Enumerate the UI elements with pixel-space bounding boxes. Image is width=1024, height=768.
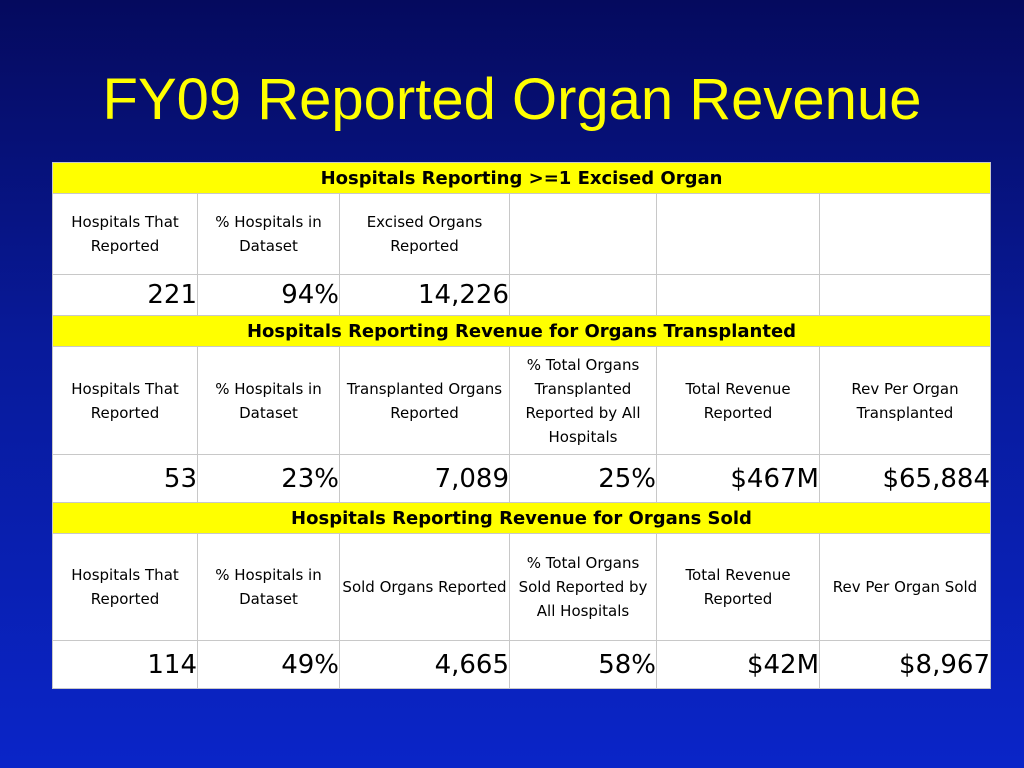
value-cell: 14,226 <box>339 274 510 316</box>
section-header: Hospitals Reporting Revenue for Organs S… <box>52 502 991 534</box>
column-header: Sold Organs Reported <box>339 533 510 641</box>
column-header: Total Revenue Reported <box>656 346 820 455</box>
section-header-row: Hospitals Reporting Revenue for Organs T… <box>52 315 991 347</box>
value-cell: $42M <box>656 640 820 689</box>
column-header: Total Revenue Reported <box>656 533 820 641</box>
column-header-row: Hospitals That Reported % Hospitals in D… <box>52 193 991 275</box>
value-cell: $65,884 <box>819 454 991 503</box>
column-header: Hospitals That Reported <box>52 346 198 455</box>
column-header: % Hospitals in Dataset <box>197 346 340 455</box>
column-header: % Hospitals in Dataset <box>197 533 340 641</box>
column-header: Hospitals That Reported <box>52 533 198 641</box>
column-header: Transplanted Organs Reported <box>339 346 510 455</box>
value-cell <box>656 274 820 316</box>
value-cell: 114 <box>52 640 198 689</box>
column-header: % Total Organs Transplanted Reported by … <box>509 346 657 455</box>
column-header: % Hospitals in Dataset <box>197 193 340 275</box>
value-cell: $467M <box>656 454 820 503</box>
section-header-row: Hospitals Reporting >=1 Excised Organ <box>52 162 991 194</box>
column-header <box>819 193 991 275</box>
slide-title: FY09 Reported Organ Revenue <box>102 67 922 132</box>
value-cell <box>509 274 657 316</box>
value-cell: 221 <box>52 274 198 316</box>
column-header <box>509 193 657 275</box>
value-cell: 49% <box>197 640 340 689</box>
value-cell: 25% <box>509 454 657 503</box>
value-row: 114 49% 4,665 58% $42M $8,967 <box>52 640 991 689</box>
value-cell: 23% <box>197 454 340 503</box>
value-row: 53 23% 7,089 25% $467M $65,884 <box>52 454 991 503</box>
column-header-row: Hospitals That Reported % Hospitals in D… <box>52 346 991 455</box>
section-header: Hospitals Reporting Revenue for Organs T… <box>52 315 991 347</box>
section-header: Hospitals Reporting >=1 Excised Organ <box>52 162 991 194</box>
column-header-row: Hospitals That Reported % Hospitals in D… <box>52 533 991 641</box>
value-cell <box>819 274 991 316</box>
value-cell: 53 <box>52 454 198 503</box>
column-header: Rev Per Organ Transplanted <box>819 346 991 455</box>
section-header-row: Hospitals Reporting Revenue for Organs S… <box>52 502 991 534</box>
column-header: Excised Organs Reported <box>339 193 510 275</box>
column-header: % Total Organs Sold Reported by All Hosp… <box>509 533 657 641</box>
column-header <box>656 193 820 275</box>
value-cell: $8,967 <box>819 640 991 689</box>
value-cell: 94% <box>197 274 340 316</box>
value-cell: 4,665 <box>339 640 510 689</box>
value-cell: 7,089 <box>339 454 510 503</box>
organ-revenue-table: Hospitals Reporting >=1 Excised Organ Ho… <box>52 162 991 689</box>
column-header: Hospitals That Reported <box>52 193 198 275</box>
column-header: Rev Per Organ Sold <box>819 533 991 641</box>
value-row: 221 94% 14,226 <box>52 274 991 316</box>
value-cell: 58% <box>509 640 657 689</box>
